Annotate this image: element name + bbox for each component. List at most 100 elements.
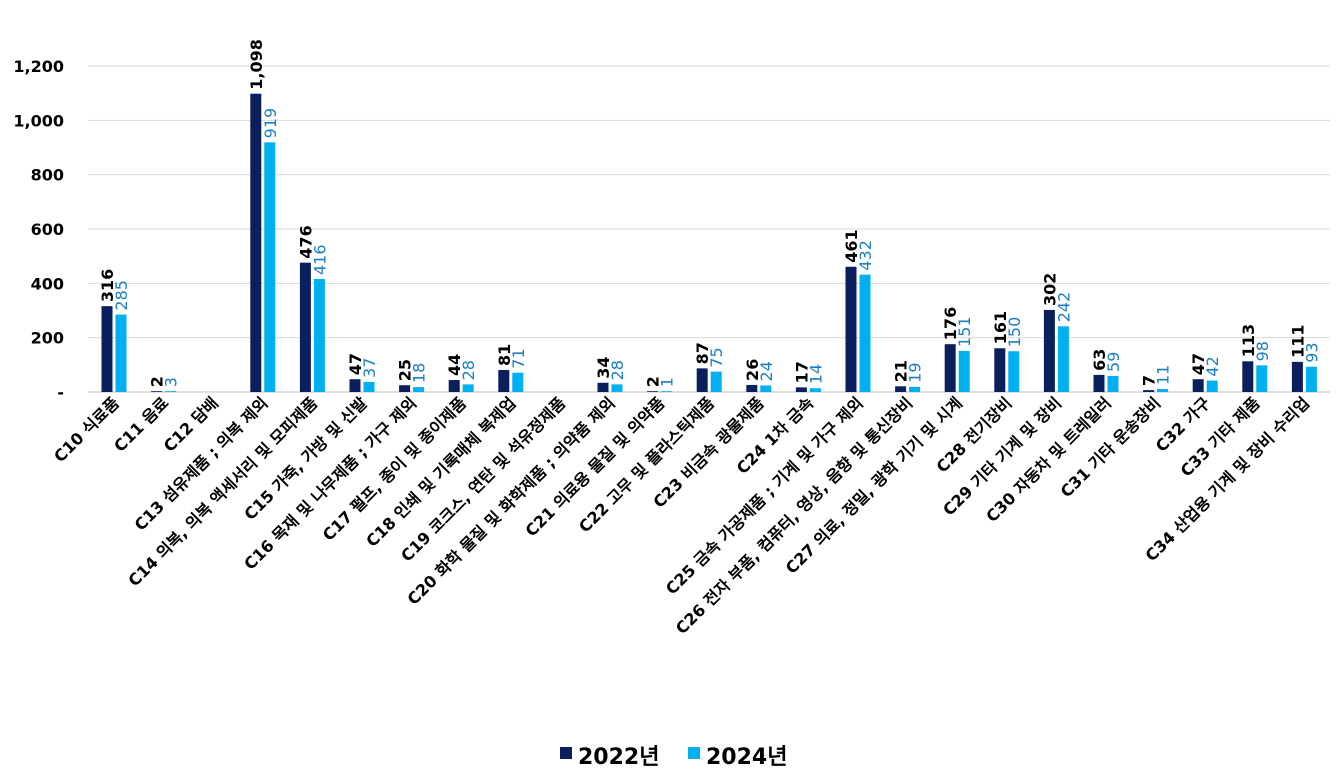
data-label: 44 xyxy=(445,354,464,376)
data-label: 18 xyxy=(410,363,429,383)
bar-series2 xyxy=(264,142,276,392)
data-label: 19 xyxy=(906,362,925,382)
data-label: 75 xyxy=(707,347,726,367)
data-label: 25 xyxy=(396,359,415,381)
bar-series2 xyxy=(363,381,375,392)
data-label: 59 xyxy=(1104,352,1123,372)
y-tick-label: 1,000 xyxy=(13,111,64,130)
y-tick-label: - xyxy=(57,383,64,402)
bar-series1 xyxy=(250,93,262,393)
data-label: 93 xyxy=(1302,342,1321,362)
data-label: 11 xyxy=(1154,365,1173,385)
bar-series2 xyxy=(512,372,524,392)
bar-series2 xyxy=(462,384,474,392)
data-label: 285 xyxy=(112,280,131,311)
bar-series1 xyxy=(349,379,361,392)
data-label: 1 xyxy=(658,377,677,387)
data-label: 302 xyxy=(1040,273,1059,306)
data-label: 28 xyxy=(608,360,627,380)
y-axis-ticks: - 200 400 600 800 1,000 1,200 xyxy=(13,57,64,402)
y-tick-label: 200 xyxy=(31,329,64,348)
bar-series1 xyxy=(647,391,659,392)
bar-series1 xyxy=(845,266,857,392)
bar-series2 xyxy=(909,386,921,392)
data-label: 150 xyxy=(1005,317,1024,348)
bar-series2 xyxy=(1057,326,1069,392)
data-label: 2 xyxy=(148,376,167,387)
bar-series1 xyxy=(597,382,609,392)
legend: 2022년 2024년 xyxy=(560,745,787,770)
bar-series2 xyxy=(313,278,325,392)
data-label: 919 xyxy=(261,108,280,139)
data-label: 37 xyxy=(360,358,379,378)
category-label: C27 의료, 정밀, 광학 기기 및 시계 xyxy=(782,393,966,577)
data-label: 42 xyxy=(1203,356,1222,376)
bar-series2 xyxy=(413,387,425,392)
bar-series1 xyxy=(696,368,708,392)
data-label: 71 xyxy=(509,348,528,368)
legend-swatch xyxy=(688,747,700,759)
data-label: 476 xyxy=(296,225,315,258)
bar-series1 xyxy=(1043,309,1055,392)
bar-series2 xyxy=(1157,389,1169,392)
y-tick-label: 400 xyxy=(31,274,64,293)
bar-series1 xyxy=(1192,379,1204,392)
y-tick-label: 600 xyxy=(31,220,64,239)
bar-series1 xyxy=(498,369,510,392)
data-label: 2 xyxy=(644,376,663,387)
data-label: 1,098 xyxy=(247,39,266,90)
data-label: 432 xyxy=(856,240,875,271)
data-label: 28 xyxy=(459,360,478,380)
bar-series2 xyxy=(1206,380,1218,392)
bar-series2 xyxy=(1305,366,1317,392)
bar-series2 xyxy=(958,350,970,392)
bar-series1 xyxy=(448,380,460,392)
bar-series1 xyxy=(1093,374,1105,392)
bar-series2 xyxy=(115,314,127,392)
data-label: 7 xyxy=(1140,375,1159,386)
data-label: 24 xyxy=(757,361,776,381)
bar-series1 xyxy=(399,385,411,392)
data-label: 242 xyxy=(1054,292,1073,323)
y-tick-label: 1,200 xyxy=(13,57,64,76)
data-label: 316 xyxy=(98,269,117,302)
bar-series1 xyxy=(895,386,907,392)
bar-series1 xyxy=(101,306,113,392)
data-label: 461 xyxy=(842,229,861,262)
bar-series2 xyxy=(165,391,177,392)
data-label: 87 xyxy=(693,342,712,364)
data-label: 17 xyxy=(792,361,811,383)
bar-series1 xyxy=(795,387,807,392)
data-label: 151 xyxy=(955,316,974,347)
bar-series2 xyxy=(760,385,772,392)
bar-series2 xyxy=(710,371,722,392)
data-label: 34 xyxy=(594,356,613,378)
data-label: 47 xyxy=(346,353,365,375)
data-label: 26 xyxy=(743,359,762,381)
data-label: 21 xyxy=(892,360,911,382)
bar-series1 xyxy=(151,391,163,392)
bar-series1 xyxy=(299,262,311,392)
bar-series2 xyxy=(859,274,871,392)
data-label: 63 xyxy=(1090,349,1109,371)
data-label: 47 xyxy=(1189,353,1208,375)
bar-series2 xyxy=(1256,365,1268,392)
data-label: 3 xyxy=(162,377,181,387)
data-label: 113 xyxy=(1239,324,1258,357)
bar-series1 xyxy=(994,348,1006,392)
bars xyxy=(101,93,1317,393)
bar-series2 xyxy=(661,391,673,392)
legend-label: 2022년 xyxy=(578,745,659,770)
bar-series2 xyxy=(809,388,821,392)
gridlines xyxy=(88,65,1330,393)
category-label: C10 식료품 xyxy=(50,393,123,466)
bar-series2 xyxy=(1008,351,1020,392)
bar-series1 xyxy=(746,384,758,392)
bar-series1 xyxy=(1143,390,1155,392)
bar-series1 xyxy=(1291,361,1303,392)
bar-series1 xyxy=(1242,361,1254,392)
